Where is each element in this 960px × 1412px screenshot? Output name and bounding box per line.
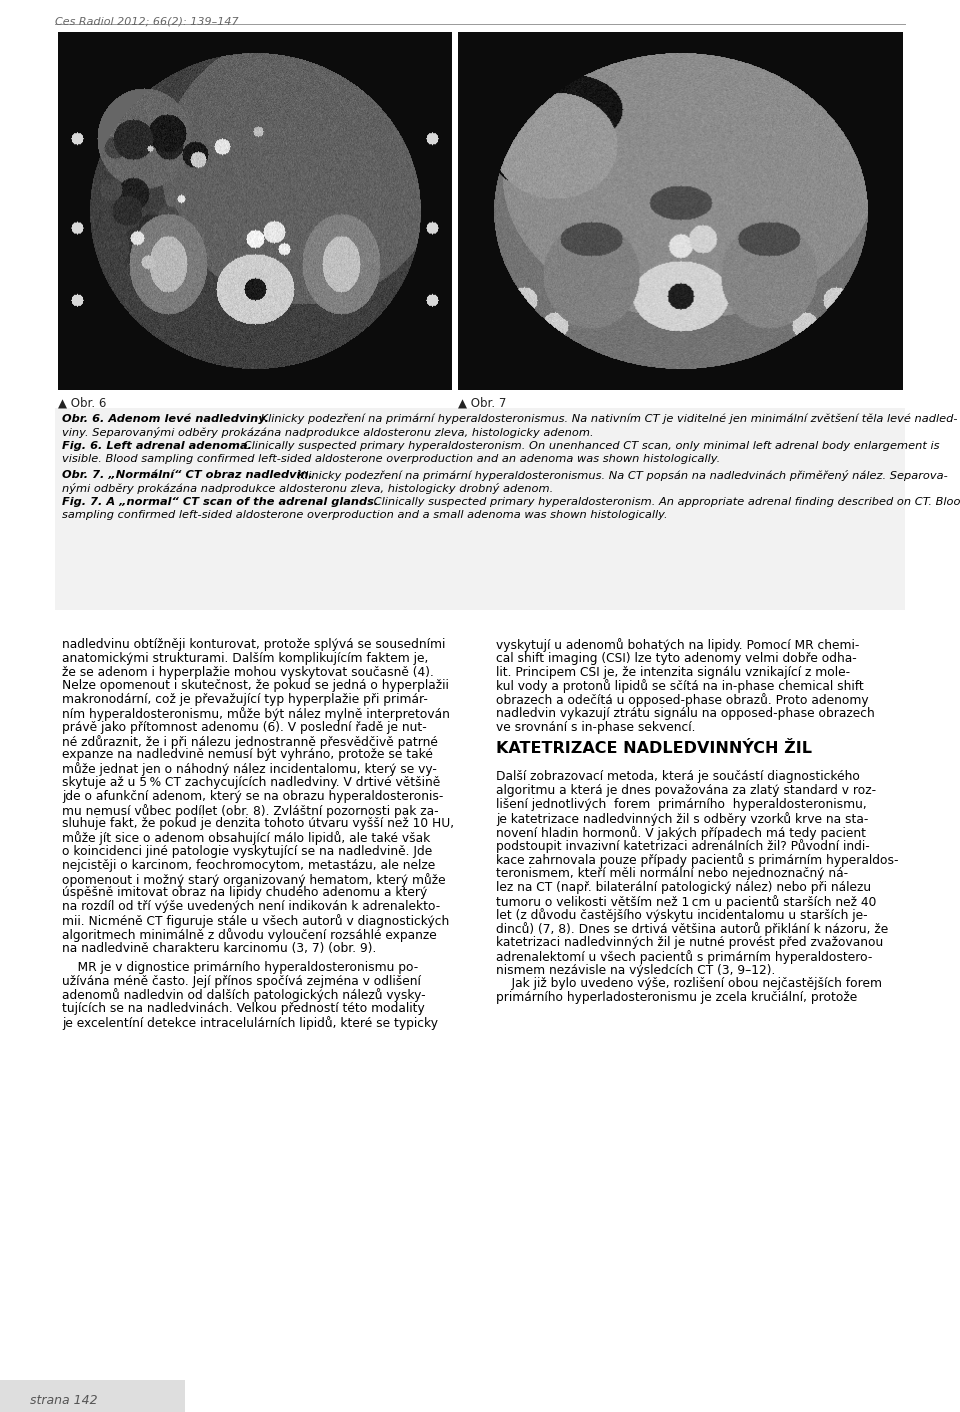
Text: nými odběry prokázána nadprodukce aldosteronu zleva, histologicky drobný adenom.: nými odběry prokázána nadprodukce aldost… bbox=[62, 483, 553, 494]
Text: adenomů nadledvin od dalších patologických nálezů vysky-: adenomů nadledvin od dalších patologický… bbox=[62, 988, 425, 1003]
Text: Další zobrazovací metoda, která je součástí diagnostického: Další zobrazovací metoda, která je součá… bbox=[496, 771, 860, 784]
Text: Ces Radiol 2012; 66(2): 139–147: Ces Radiol 2012; 66(2): 139–147 bbox=[55, 16, 239, 25]
Text: Fig. 6. Left adrenal adenoma.: Fig. 6. Left adrenal adenoma. bbox=[62, 441, 252, 450]
Text: ▲ Obr. 7: ▲ Obr. 7 bbox=[458, 397, 506, 409]
Text: let (z důvodu častějšího výskytu incidentalomu u starších je-: let (z důvodu častějšího výskytu inciden… bbox=[496, 908, 868, 922]
Text: nismem nezávisle na výsledcích CT (3, 9–12).: nismem nezávisle na výsledcích CT (3, 9–… bbox=[496, 963, 776, 977]
Text: ▲ Obr. 6: ▲ Obr. 6 bbox=[58, 397, 107, 409]
Text: nejcistěji o karcinom, feochromocytom, metastázu, ale nelze: nejcistěji o karcinom, feochromocytom, m… bbox=[62, 858, 435, 871]
Text: opomenout i možný starý organizovaný hematom, který může: opomenout i možný starý organizovaný hem… bbox=[62, 873, 445, 887]
Text: tujících se na nadledvinách. Velkou předností této modality: tujících se na nadledvinách. Velkou před… bbox=[62, 1003, 424, 1015]
Text: strana 142: strana 142 bbox=[30, 1394, 98, 1406]
Text: Obr. 6. Adenom levé nadledviny.: Obr. 6. Adenom levé nadledviny. bbox=[62, 414, 269, 425]
Text: tumoru o velikosti větším než 1 cm u pacientů starších než 40: tumoru o velikosti větším než 1 cm u pac… bbox=[496, 895, 876, 908]
Text: Jak již bylo uvedeno výše, rozlišení obou nejčastějších forem: Jak již bylo uvedeno výše, rozlišení obo… bbox=[496, 977, 882, 990]
Text: nadledvin vykazují ztrátu signálu na opposed-phase obrazech: nadledvin vykazují ztrátu signálu na opp… bbox=[496, 707, 875, 720]
Text: sampling confirmed left-sided aldosterone overproduction and a small adenoma was: sampling confirmed left-sided aldosteron… bbox=[62, 510, 667, 520]
Text: cal shift imaging (CSI) lze tyto adenomy velmi dobře odha-: cal shift imaging (CSI) lze tyto adenomy… bbox=[496, 652, 856, 665]
Text: katetrizaci nadledvinných žil je nutné provést před zvažovanou: katetrizaci nadledvinných žil je nutné p… bbox=[496, 936, 883, 949]
Text: primárního hyperladosteronismu je zcela kručiální, protože: primárního hyperladosteronismu je zcela … bbox=[496, 991, 857, 1004]
Text: dinců) (7, 8). Dnes se drtivá většina autorů přiklání k názoru, že: dinců) (7, 8). Dnes se drtivá většina au… bbox=[496, 922, 888, 936]
Text: Fig. 7. A „normal“ CT scan of the adrenal glands.: Fig. 7. A „normal“ CT scan of the adrena… bbox=[62, 497, 378, 507]
Text: MR je v dignostice primárního hyperaldosteronismu po-: MR je v dignostice primárního hyperaldos… bbox=[62, 962, 419, 974]
Text: Clinically suspected primary hyperaldosteronism. An appropriate adrenal finding : Clinically suspected primary hyperaldost… bbox=[370, 497, 960, 507]
Text: jde o afunkční adenom, který se na obrazu hyperaldosteronis-: jde o afunkční adenom, který se na obraz… bbox=[62, 789, 444, 803]
Text: že se adenom i hyperplažie mohou vyskytovat současně (4).: že se adenom i hyperplažie mohou vyskyto… bbox=[62, 665, 434, 679]
Text: lez na CT (např. bilaterální patologický nález) nebo při nálezu: lez na CT (např. bilaterální patologický… bbox=[496, 881, 871, 894]
Bar bbox=[0, 1380, 185, 1412]
Text: úspěšně imitovat obraz na lipidy chudého adenomu a který: úspěšně imitovat obraz na lipidy chudého… bbox=[62, 887, 427, 899]
Text: může jednat jen o náhodný nález incidentalomu, který se vy-: může jednat jen o náhodný nález incident… bbox=[62, 762, 437, 777]
Text: algoritmu a která je dnes považována za zlatý standard v roz-: algoritmu a která je dnes považována za … bbox=[496, 784, 876, 798]
Text: mu nemusí vůbec podílet (obr. 8). Zvláštní pozornosti pak za-: mu nemusí vůbec podílet (obr. 8). Zvlášt… bbox=[62, 803, 439, 818]
Text: obrazech a odečítá u opposed-phase obrazů. Proto adenomy: obrazech a odečítá u opposed-phase obraz… bbox=[496, 693, 869, 707]
Text: ve srovnání s in-phase sekvencí.: ve srovnání s in-phase sekvencí. bbox=[496, 720, 695, 734]
Text: kace zahrnovala pouze případy pacientů s primárním hyperaldos-: kace zahrnovala pouze případy pacientů s… bbox=[496, 853, 899, 867]
Text: ním hyperaldosteronismu, může být nález mylně interpretován: ním hyperaldosteronismu, může být nález … bbox=[62, 707, 450, 722]
Text: může jít sice o adenom obsahující málo lipidů, ale také však: může jít sice o adenom obsahující málo l… bbox=[62, 832, 430, 846]
Text: novení hladin hormonů. V jakých případech má tedy pacient: novení hladin hormonů. V jakých případec… bbox=[496, 826, 866, 840]
Text: algoritmech minimálně z důvodu vyloučení rozsáhlé expanze: algoritmech minimálně z důvodu vyloučení… bbox=[62, 928, 437, 942]
Text: podstoupit invazivní katetrizaci adrenálních žil? Původní indi-: podstoupit invazivní katetrizaci adrenál… bbox=[496, 839, 870, 853]
Text: expanze na nadledvině nemusí být vyhráno, protože se také: expanze na nadledvině nemusí být vyhráno… bbox=[62, 748, 433, 761]
Text: na nadledvině charakteru karcinomu (3, 7) (obr. 9).: na nadledvině charakteru karcinomu (3, 7… bbox=[62, 942, 376, 955]
Text: užívána méně často. Její přínos spočívá zejména v odlišení: užívána méně často. Její přínos spočívá … bbox=[62, 974, 420, 988]
Text: adrenalektomí u všech pacientů s primárním hyperaldostero-: adrenalektomí u všech pacientů s primárn… bbox=[496, 950, 873, 964]
Text: makronodární, což je převažující typ hyperplažie při primár-: makronodární, což je převažující typ hyp… bbox=[62, 693, 428, 706]
Text: o koincidenci jiné patologie vyskytující se na nadledvině. Jde: o koincidenci jiné patologie vyskytující… bbox=[62, 844, 432, 858]
Text: teronismem, kteří měli normální nebo nejednoznačný ná-: teronismem, kteří měli normální nebo nej… bbox=[496, 867, 848, 880]
Text: Klinicky podezření na primární hyperaldosteronismus. Na CT popsán na nadledvinác: Klinicky podezření na primární hyperaldo… bbox=[294, 470, 948, 481]
Text: Klinicky podezření na primární hyperaldosteronismus. Na nativním CT je viditelné: Klinicky podezření na primární hyperaldo… bbox=[257, 414, 957, 425]
Text: kul vody a protonů lipidů se sčítá na in-phase chemical shift: kul vody a protonů lipidů se sčítá na in… bbox=[496, 679, 864, 693]
Text: mii. Nicméně CT figuruje stále u všech autorů v diagnostických: mii. Nicméně CT figuruje stále u všech a… bbox=[62, 914, 449, 928]
Text: je excelentíní detekce intracelulárních lipidů, které se typicky: je excelentíní detekce intracelulárních … bbox=[62, 1017, 438, 1031]
Text: vyskytují u adenomů bohatých na lipidy. Pomocí MR chemi-: vyskytují u adenomů bohatých na lipidy. … bbox=[496, 638, 859, 652]
Text: na rozdíl od tří výše uvedených není indikován k adrenalekto-: na rozdíl od tří výše uvedených není ind… bbox=[62, 901, 441, 914]
Text: visible. Blood sampling confirmed left-sided aldosterone overproduction and an a: visible. Blood sampling confirmed left-s… bbox=[62, 455, 720, 465]
Text: lit. Principem CSI je, že intenzita signálu vznikající z mole-: lit. Principem CSI je, že intenzita sign… bbox=[496, 665, 851, 679]
Bar bbox=[55, 408, 905, 610]
Text: anatomickými strukturami. Dalším komplikujícím faktem je,: anatomickými strukturami. Dalším komplik… bbox=[62, 652, 428, 665]
Text: né zdůraznit, že i při nálezu jednostranně přesvědčivě patrné: né zdůraznit, že i při nálezu jednostran… bbox=[62, 734, 438, 748]
Text: Clinically suspected primary hyperaldosteronism. On unenhanced CT scan, only min: Clinically suspected primary hyperaldost… bbox=[240, 441, 940, 450]
Text: KATETRIZACE NADLEDVINNÝCH ŽIL: KATETRIZACE NADLEDVINNÝCH ŽIL bbox=[496, 741, 812, 757]
Text: lišení jednotlivých  forem  primárního  hyperaldosteronismu,: lišení jednotlivých forem primárního hyp… bbox=[496, 798, 867, 810]
Text: skytuje až u 5 % CT zachycujících nadledviny. V drtivé většině: skytuje až u 5 % CT zachycujících nadled… bbox=[62, 777, 441, 789]
Text: sluhuje fakt, že pokud je denzita tohoto útvaru vyšší než 10 HU,: sluhuje fakt, že pokud je denzita tohoto… bbox=[62, 818, 454, 830]
Text: právě jako přítomnost adenomu (6). V poslední řadě je nut-: právě jako přítomnost adenomu (6). V pos… bbox=[62, 720, 427, 734]
Text: je katetrizace nadledvinných žil s odběry vzorků krve na sta-: je katetrizace nadledvinných žil s odběr… bbox=[496, 812, 869, 826]
Text: Obr. 7. „Normální“ CT obraz nadledvin.: Obr. 7. „Normální“ CT obraz nadledvin. bbox=[62, 470, 313, 480]
Text: nadledvinu obtížněji konturovat, protože splývá se sousedními: nadledvinu obtížněji konturovat, protože… bbox=[62, 638, 445, 651]
Text: viny. Separovanými odběry prokázána nadprodukce aldosteronu zleva, histologicky : viny. Separovanými odběry prokázána nadp… bbox=[62, 426, 593, 438]
Text: Nelze opomenout i skutečnost, že pokud se jedná o hyperplažii: Nelze opomenout i skutečnost, že pokud s… bbox=[62, 679, 449, 692]
